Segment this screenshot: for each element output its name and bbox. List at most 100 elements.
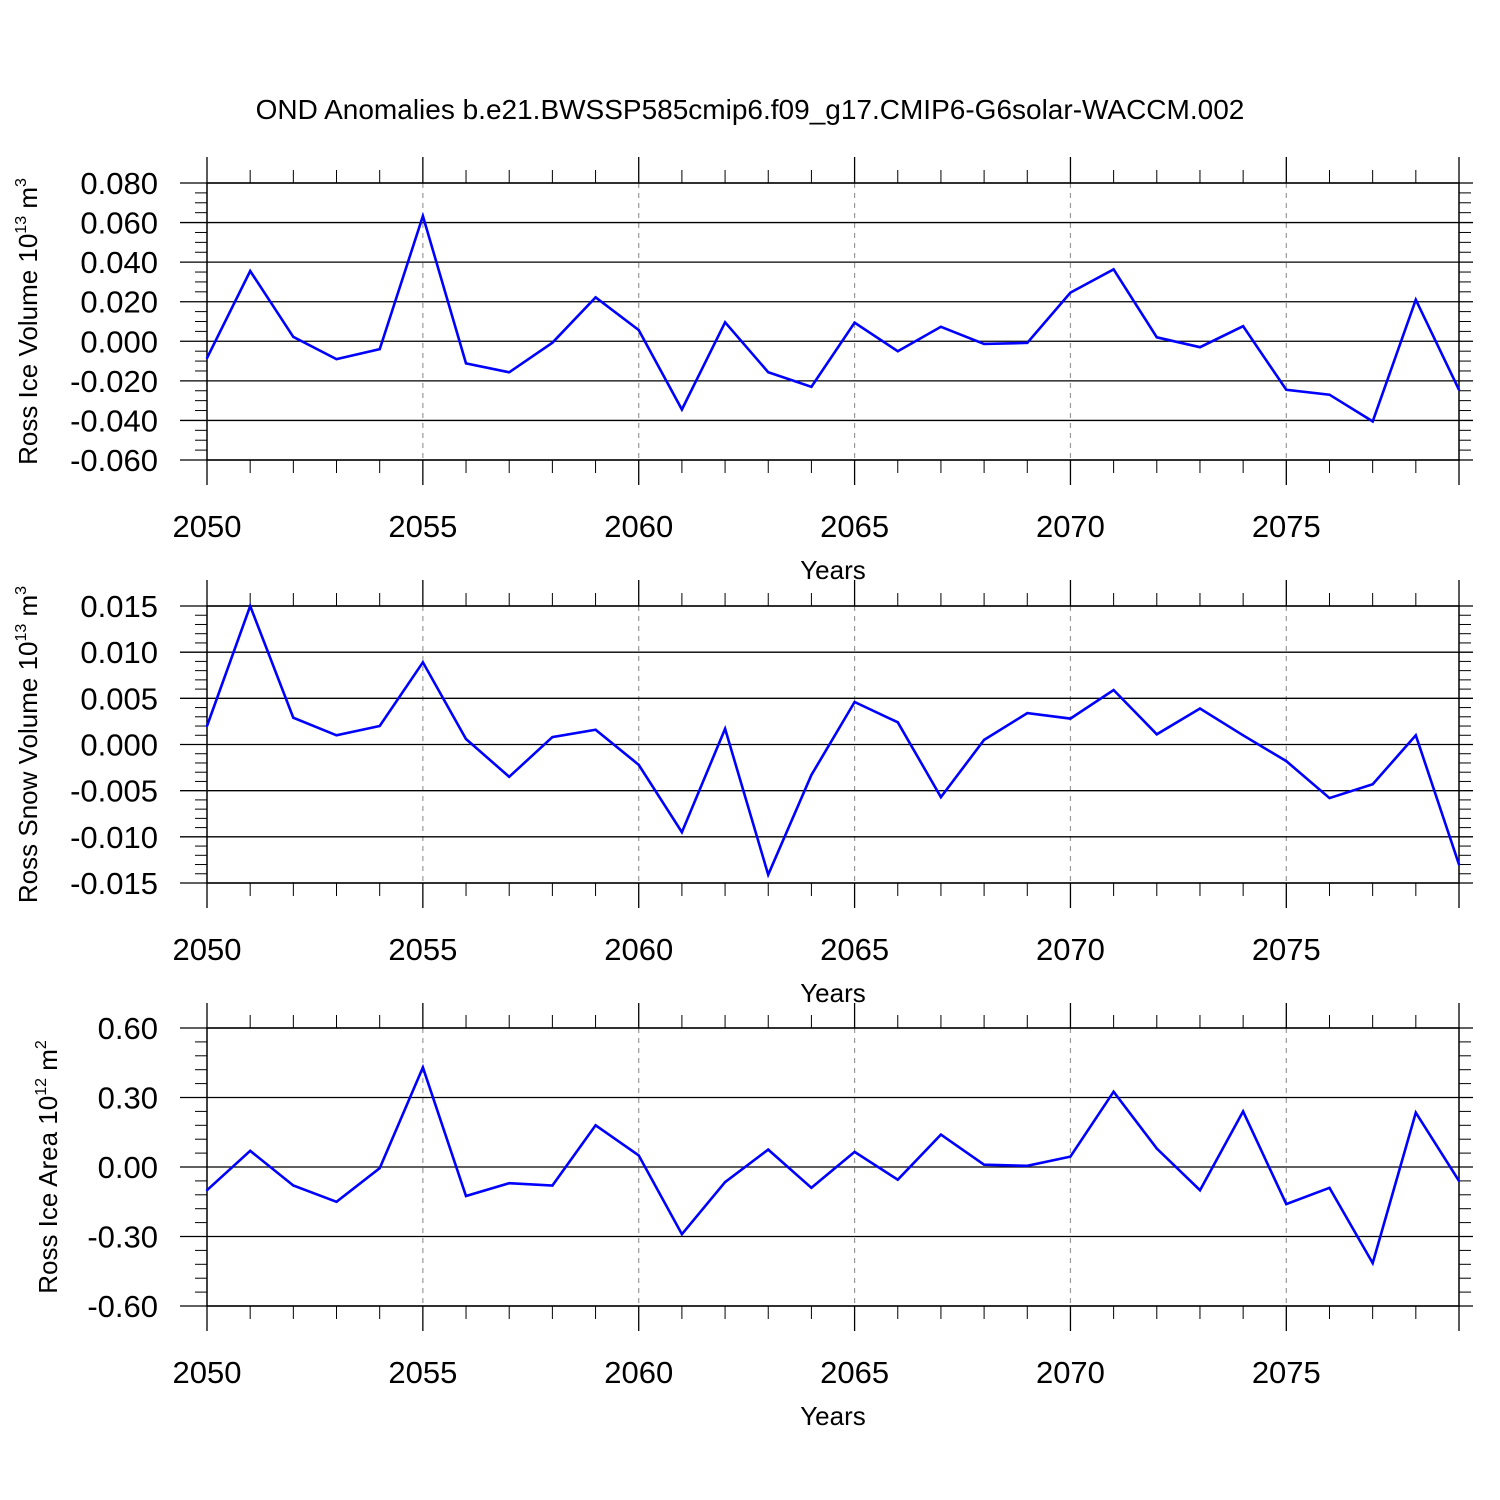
data-point: [248, 604, 252, 608]
y-axis-label-main: Ross Snow Volume 10: [13, 642, 43, 904]
x-tick-label: 2065: [820, 932, 889, 967]
y-axis-label-main: Ross Ice Volume 10: [13, 234, 43, 465]
y-axis-label-unit: m: [13, 187, 43, 216]
x-tick-label: 2070: [1036, 509, 1105, 544]
y-tick-label: -0.30: [87, 1220, 158, 1255]
data-point: [680, 408, 684, 411]
data-point: [1285, 388, 1288, 391]
y-tick-label: -0.060: [70, 443, 158, 478]
data-point: [378, 1166, 381, 1170]
data-point: [853, 321, 856, 324]
data-point: [1155, 1147, 1158, 1150]
series-line: [206, 1063, 1461, 1267]
data-point: [205, 1188, 209, 1192]
x-tick-label: 2050: [173, 932, 242, 967]
data-point: [464, 1194, 468, 1198]
data-point: [1457, 1179, 1461, 1183]
y-tick-label: 0.60: [98, 1011, 158, 1046]
y-axis-label-unit: m: [13, 595, 43, 624]
data-point: [637, 328, 640, 332]
data-point: [767, 873, 770, 876]
y-tick-label: 0.080: [80, 166, 158, 201]
data-point: [1155, 733, 1158, 736]
data-point: [1457, 388, 1461, 391]
data-point: [1112, 268, 1115, 271]
data-point: [680, 831, 684, 834]
y-tick-label: 0.000: [80, 728, 158, 763]
data-point: [1285, 1202, 1288, 1206]
data-point: [248, 269, 252, 273]
data-point: [810, 385, 813, 388]
y-tick-label: 0.015: [80, 589, 158, 624]
x-tick-label: 2065: [820, 509, 889, 544]
x-tick-label: 2065: [820, 1355, 889, 1390]
series-line: [205, 211, 1461, 424]
data-point: [1285, 759, 1288, 763]
data-point: [810, 773, 813, 777]
y-axis-label-exponent: 12: [33, 1078, 50, 1096]
data-point: [594, 296, 597, 299]
data-point: [1198, 346, 1202, 349]
data-point: [982, 738, 986, 742]
data-point: [1155, 336, 1158, 339]
y-tick-label: -0.010: [70, 820, 158, 855]
y-tick-label: 0.060: [80, 206, 158, 241]
data-point: [551, 1184, 554, 1187]
x-tick-label: 2070: [1036, 932, 1105, 967]
data-point: [378, 724, 381, 728]
data-point: [1414, 1111, 1418, 1114]
x-tick-label: 2055: [388, 932, 457, 967]
data-point: [1328, 1186, 1331, 1190]
data-point: [421, 661, 425, 664]
data-point: [1414, 734, 1418, 737]
x-tick-label: 2050: [173, 1355, 242, 1390]
data-point: [1328, 796, 1331, 800]
data-point: [1328, 393, 1331, 396]
x-tick-label: 2060: [604, 509, 673, 544]
data-point: [508, 371, 511, 374]
data-point: [637, 1154, 640, 1157]
data-point: [723, 727, 727, 731]
data-point: [205, 724, 209, 728]
data-point: [853, 700, 856, 704]
x-tick-label: 2060: [604, 1355, 673, 1390]
data-point: [421, 1066, 425, 1069]
y-tick-label: -0.60: [87, 1289, 158, 1324]
data-point: [292, 1184, 295, 1187]
data-point: [1241, 734, 1245, 737]
data-point: [1069, 717, 1072, 720]
data-point: [464, 737, 468, 741]
data-point: [205, 356, 209, 360]
data-point: [896, 349, 899, 353]
data-point: [1069, 1155, 1072, 1158]
data-point: [1241, 325, 1245, 328]
x-tick-label: 2060: [604, 932, 673, 967]
series-line: [205, 602, 1461, 879]
data-point: [939, 795, 943, 799]
panel-1: -0.060 -0.040 -0.020 0.000 0.020 0.040 0.060 0.…: [13, 157, 1473, 585]
data-point: [853, 1150, 856, 1154]
x-tick-label: 2075: [1252, 932, 1321, 967]
data-point: [292, 335, 295, 339]
data-point: [939, 1133, 943, 1136]
data-point: [723, 321, 727, 324]
y-tick-label: 0.005: [80, 681, 158, 716]
x-tick-label: 2075: [1252, 509, 1321, 544]
y-axis-label-unit-exponent: 2: [33, 1040, 50, 1049]
data-point: [810, 1186, 813, 1190]
x-axis-label: Years: [800, 1401, 866, 1431]
y-axis-label-unit-exponent: 3: [13, 586, 30, 595]
data-point: [637, 763, 640, 767]
y-axis-label-exponent: 13: [13, 624, 30, 642]
x-tick-label: 2070: [1036, 1355, 1105, 1390]
data-point: [1371, 783, 1374, 786]
data-point: [594, 1124, 597, 1127]
data-point: [982, 342, 986, 346]
plot-frame: [206, 1027, 1460, 1307]
data-point: [939, 325, 943, 329]
data-point: [1026, 341, 1029, 345]
x-axis-label: Years: [800, 978, 866, 1008]
data-point: [378, 348, 381, 351]
y-tick-label: -0.015: [70, 866, 158, 901]
data-point: [1026, 1164, 1029, 1168]
